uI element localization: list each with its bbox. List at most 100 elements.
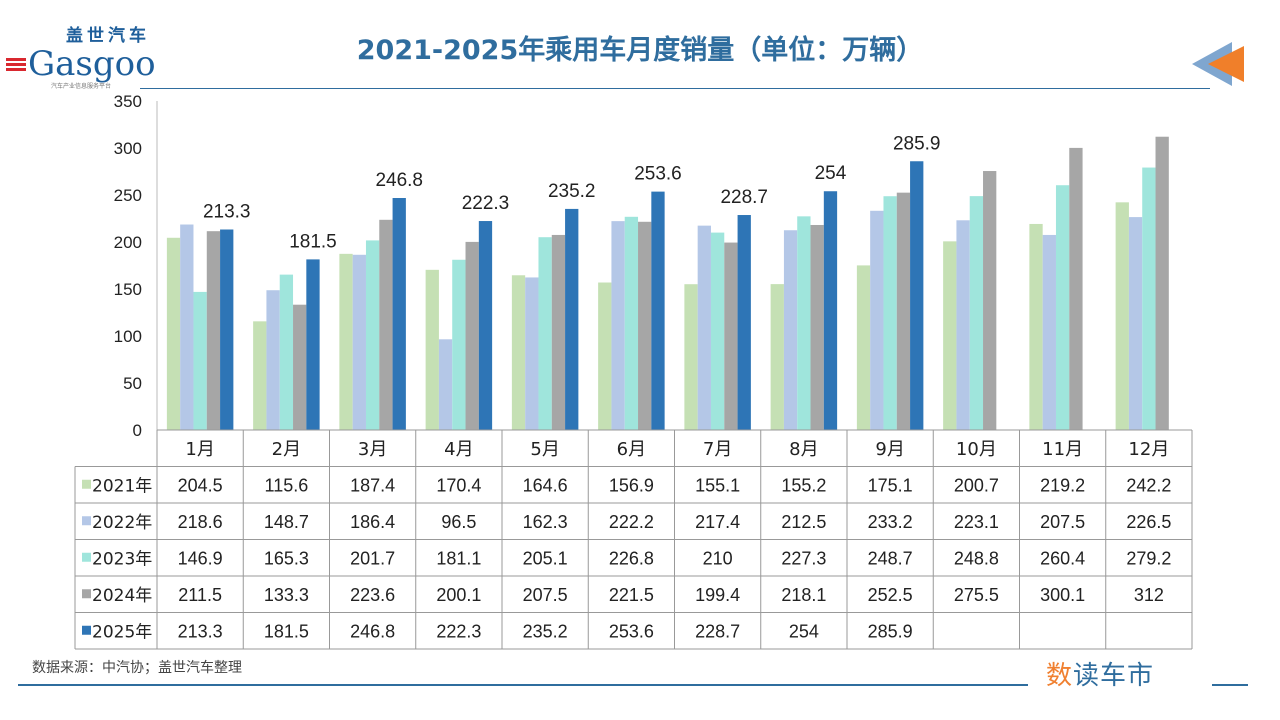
bar-2021年-1月 [166, 237, 181, 430]
bar-2023年-4月 [452, 259, 466, 430]
x-tick-label: 4月 [444, 439, 473, 460]
table-cell: 227.3 [781, 549, 826, 569]
x-tick-label: 12月 [1128, 439, 1169, 460]
table-cell: 253.6 [609, 622, 654, 642]
y-tick-label: 50 [123, 374, 142, 393]
table-cell: 233.2 [868, 512, 913, 532]
bar-2025年-7月 [737, 215, 751, 430]
table-cell: 252.5 [868, 585, 913, 605]
logo-sub: 汽车产业信息服务平台 [51, 84, 112, 90]
x-tick-label: 9月 [875, 439, 904, 460]
bar-2023年-5月 [538, 237, 552, 430]
y-tick-label: 250 [114, 186, 142, 205]
table-cell: 205.1 [523, 549, 568, 569]
legend-label: 2023年 [92, 550, 152, 570]
bar-2021年-6月 [598, 282, 612, 430]
bar-2024年-1月 [206, 231, 221, 430]
bar-2021年-10月 [943, 241, 957, 430]
x-tick-label: 7月 [703, 439, 732, 460]
bar-2021年-7月 [684, 284, 698, 430]
table-cell: 200.7 [954, 476, 999, 496]
table-cell: 248.7 [868, 549, 913, 569]
bar-2025年-8月 [823, 191, 838, 430]
source-note: 数据来源：中汽协；盖世汽车整理 [32, 659, 242, 675]
table-cell: 300.1 [1040, 585, 1085, 605]
table-cell: 164.6 [523, 476, 568, 496]
bar-2024年-6月 [638, 221, 652, 430]
table-cell: 155.2 [781, 476, 826, 496]
table-cell: 285.9 [868, 622, 913, 642]
bar-2025年-1月 [220, 229, 234, 430]
x-tick-label: 5月 [530, 439, 559, 460]
bar-2025年-3月 [392, 198, 406, 430]
bar-2022年-2月 [266, 290, 280, 430]
y-tick-label: 0 [133, 421, 142, 440]
x-tick-label: 10月 [956, 439, 997, 460]
y-tick-label: 200 [114, 233, 142, 252]
page-title: 2021-2025年乘用车月度销量（单位：万辆） [356, 35, 924, 66]
data-label: 228.7 [720, 187, 768, 208]
table-cell: 254 [789, 622, 819, 642]
table-cell: 211.5 [178, 585, 222, 605]
bar-2022年-3月 [352, 254, 366, 430]
legend-swatch-2023年 [82, 552, 91, 562]
data-label-bg [810, 161, 850, 186]
bar-2023年-2月 [279, 274, 294, 430]
y-tick-label: 350 [114, 92, 142, 111]
bar-2022年-12月 [1128, 217, 1143, 430]
bar-2025年-9月 [910, 161, 924, 430]
divider [140, 88, 1210, 89]
table-cell: 222.3 [436, 622, 481, 642]
bar-2021年-5月 [511, 275, 526, 430]
legend-swatch-2021年 [82, 479, 91, 489]
table-cell: 218.6 [178, 512, 223, 532]
bar-2024年-7月 [724, 242, 738, 430]
table-cell: 181.5 [264, 622, 309, 642]
gasgoo-logo: 盖世汽车 Gasgoo 汽车产业信息服务平台 [6, 28, 156, 92]
x-tick-label: 2月 [272, 439, 301, 460]
table-cell: 248.8 [954, 549, 999, 569]
table-cell: 210 [703, 549, 733, 569]
data-label-bg [368, 168, 430, 193]
divider [18, 684, 1028, 686]
table-cell: 226.8 [609, 549, 654, 569]
bar-2021年-4月 [425, 269, 439, 430]
bar-2021年-2月 [253, 321, 267, 430]
y-tick-label: 100 [114, 327, 142, 346]
table-cell: 218.1 [781, 585, 826, 605]
table-cell: 213.3 [178, 622, 223, 642]
bar-2023年-12月 [1142, 167, 1156, 430]
table-cell: 146.9 [178, 549, 223, 569]
bar-2021年-12月 [1115, 202, 1129, 430]
back-arrow-icon[interactable] [1192, 42, 1248, 86]
bar-2025年-2月 [306, 259, 320, 430]
legend-label: 2025年 [92, 623, 152, 643]
bar-2022年-8月 [783, 230, 798, 430]
bar-2024年-8月 [810, 224, 824, 430]
table-cell: 175.1 [868, 476, 913, 496]
bar-2021年-3月 [339, 253, 353, 430]
divider [1212, 684, 1248, 686]
bar-2024年-12月 [1155, 136, 1169, 430]
x-tick-label: 3月 [358, 439, 387, 460]
bar-2024年-3月 [379, 219, 393, 430]
bar-2022年-5月 [525, 277, 539, 430]
y-tick-label: 150 [114, 280, 142, 299]
data-label: 181.5 [289, 231, 337, 252]
bar-2022年-10月 [956, 220, 970, 430]
bar-2022年-6月 [611, 221, 625, 430]
brand-label: 数读车市 [1046, 661, 1155, 691]
table-cell: 221.5 [609, 585, 654, 605]
bar-2025年-6月 [651, 191, 665, 430]
table-cell: 246.8 [350, 622, 395, 642]
data-label-bg [196, 199, 258, 224]
bar-2023年-7月 [710, 232, 725, 430]
bar-2024年-9月 [896, 192, 911, 430]
data-label: 222.3 [462, 193, 510, 214]
bar-2022年-11月 [1042, 234, 1056, 430]
data-label: 213.3 [203, 201, 251, 222]
table-cell: 260.4 [1040, 549, 1085, 569]
table-cell: 204.5 [178, 476, 223, 496]
bar-2024年-2月 [293, 304, 307, 430]
